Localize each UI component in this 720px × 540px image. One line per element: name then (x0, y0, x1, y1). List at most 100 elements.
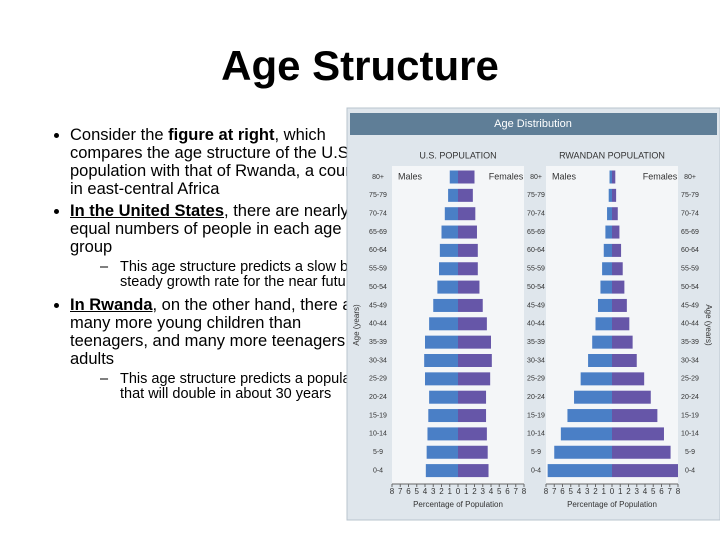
y-tick-label: 45-49 (527, 302, 545, 309)
bar (458, 390, 487, 404)
slide-title: Age Structure (221, 42, 499, 89)
x-tick-label: 6 (560, 487, 565, 496)
bar (458, 372, 491, 386)
bar (612, 372, 645, 386)
y-tick-label: 25-29 (681, 376, 699, 383)
text: In the United States (70, 202, 225, 220)
legend-label: Females (489, 171, 524, 181)
y-tick-label: 20-24 (681, 394, 699, 401)
bullet: Consider the figure at right, which comp… (70, 126, 382, 198)
bar (592, 335, 612, 349)
bar (439, 262, 458, 276)
y-tick-label: 0-4 (373, 467, 383, 474)
x-tick-label: 1 (618, 487, 623, 496)
bar (612, 335, 633, 349)
legend-label: Females (643, 171, 678, 181)
text: , which compares the age structure of th… (70, 126, 373, 198)
sub-bullet: This age structure predicts a slow but s… (100, 260, 382, 290)
x-tick-label: 6 (659, 487, 664, 496)
bar (458, 354, 492, 367)
figure-header (350, 113, 717, 135)
y-tick-label: 10-14 (369, 431, 387, 438)
x-tick-label: 3 (481, 487, 486, 496)
x-tick-label: 3 (585, 487, 590, 496)
bar (547, 464, 612, 478)
x-tick-label: 3 (635, 487, 640, 496)
text: , on the other hand, there are many more… (70, 296, 382, 368)
x-tick-label: 2 (472, 487, 477, 496)
y-tick-label: 60-64 (527, 247, 545, 254)
y-tick-label: 15-19 (369, 412, 387, 419)
bar (574, 390, 612, 404)
bar (458, 280, 480, 294)
bar (458, 409, 487, 423)
bar (612, 280, 625, 294)
x-tick-label: 1 (448, 487, 453, 496)
bar (458, 207, 476, 221)
y-tick-label: 40-44 (527, 321, 545, 328)
x-tick-label: 7 (552, 487, 557, 496)
x-tick-label: 3 (431, 487, 436, 496)
x-tick-label: 1 (602, 487, 607, 496)
bar (437, 280, 458, 294)
bar (429, 390, 458, 404)
y-tick-label: 70-74 (681, 211, 699, 218)
y-tick-label: 75-79 (681, 192, 699, 199)
y-tick-label: 25-29 (369, 376, 387, 383)
bar (612, 390, 651, 404)
text: figure at right (168, 126, 275, 144)
sub-bullet: This age structure predicts a population… (100, 372, 382, 402)
y-axis-label: Age (years) (352, 304, 361, 346)
bar (449, 170, 458, 184)
bar (612, 464, 678, 478)
chart-title: U.S. POPULATION (419, 150, 496, 160)
bar (429, 317, 458, 331)
x-tick-label: 4 (423, 487, 428, 496)
bar (612, 427, 664, 441)
y-tick-label: 40-44 (369, 321, 387, 328)
y-tick-label: 80+ (684, 174, 696, 181)
y-tick-label: 55-59 (527, 266, 545, 273)
y-tick-label: 0-4 (531, 467, 541, 474)
y-tick-label: 10-14 (527, 431, 545, 438)
bar (612, 445, 671, 459)
bar (612, 298, 627, 312)
x-tick-label: 0 (610, 487, 615, 496)
bar (612, 170, 616, 184)
y-tick-label: 15-19 (681, 412, 699, 419)
text: , there are nearly equal numbers of peop… (70, 202, 349, 256)
legend-label: Males (398, 171, 423, 181)
bar (458, 317, 487, 331)
x-tick-label: 5 (497, 487, 502, 496)
text: Consider the (70, 126, 169, 144)
bar (612, 188, 617, 202)
bullet: In Rwanda, on the other hand, there are … (70, 296, 382, 402)
y-tick-label: 65-69 (369, 229, 387, 236)
bar (612, 409, 658, 423)
y-tick-label: 35-39 (527, 339, 545, 346)
x-tick-label: 7 (398, 487, 403, 496)
y-tick-label: 45-49 (681, 302, 699, 309)
x-tick-label: 7 (514, 487, 519, 496)
bar (612, 225, 620, 239)
x-tick-label: 8 (390, 487, 395, 496)
y-tick-label: 30-34 (369, 357, 387, 364)
x-tick-label: 6 (505, 487, 510, 496)
bar (612, 262, 623, 276)
bar (597, 298, 612, 312)
figure-title: Age Distribution (494, 118, 572, 130)
bar (595, 317, 612, 331)
bar (458, 464, 489, 478)
bar (612, 207, 618, 221)
y-tick-label: 80+ (372, 174, 384, 181)
bar (425, 464, 458, 478)
y-tick-label: 70-74 (527, 211, 545, 218)
bar (612, 243, 622, 257)
x-tick-label: 5 (569, 487, 574, 496)
bar (609, 170, 612, 184)
x-tick-label: 5 (651, 487, 656, 496)
y-tick-label: 35-39 (681, 339, 699, 346)
bar (554, 445, 612, 459)
chart-title: RWANDAN POPULATION (559, 150, 665, 160)
x-axis-label: Percentage of Population (567, 500, 657, 509)
